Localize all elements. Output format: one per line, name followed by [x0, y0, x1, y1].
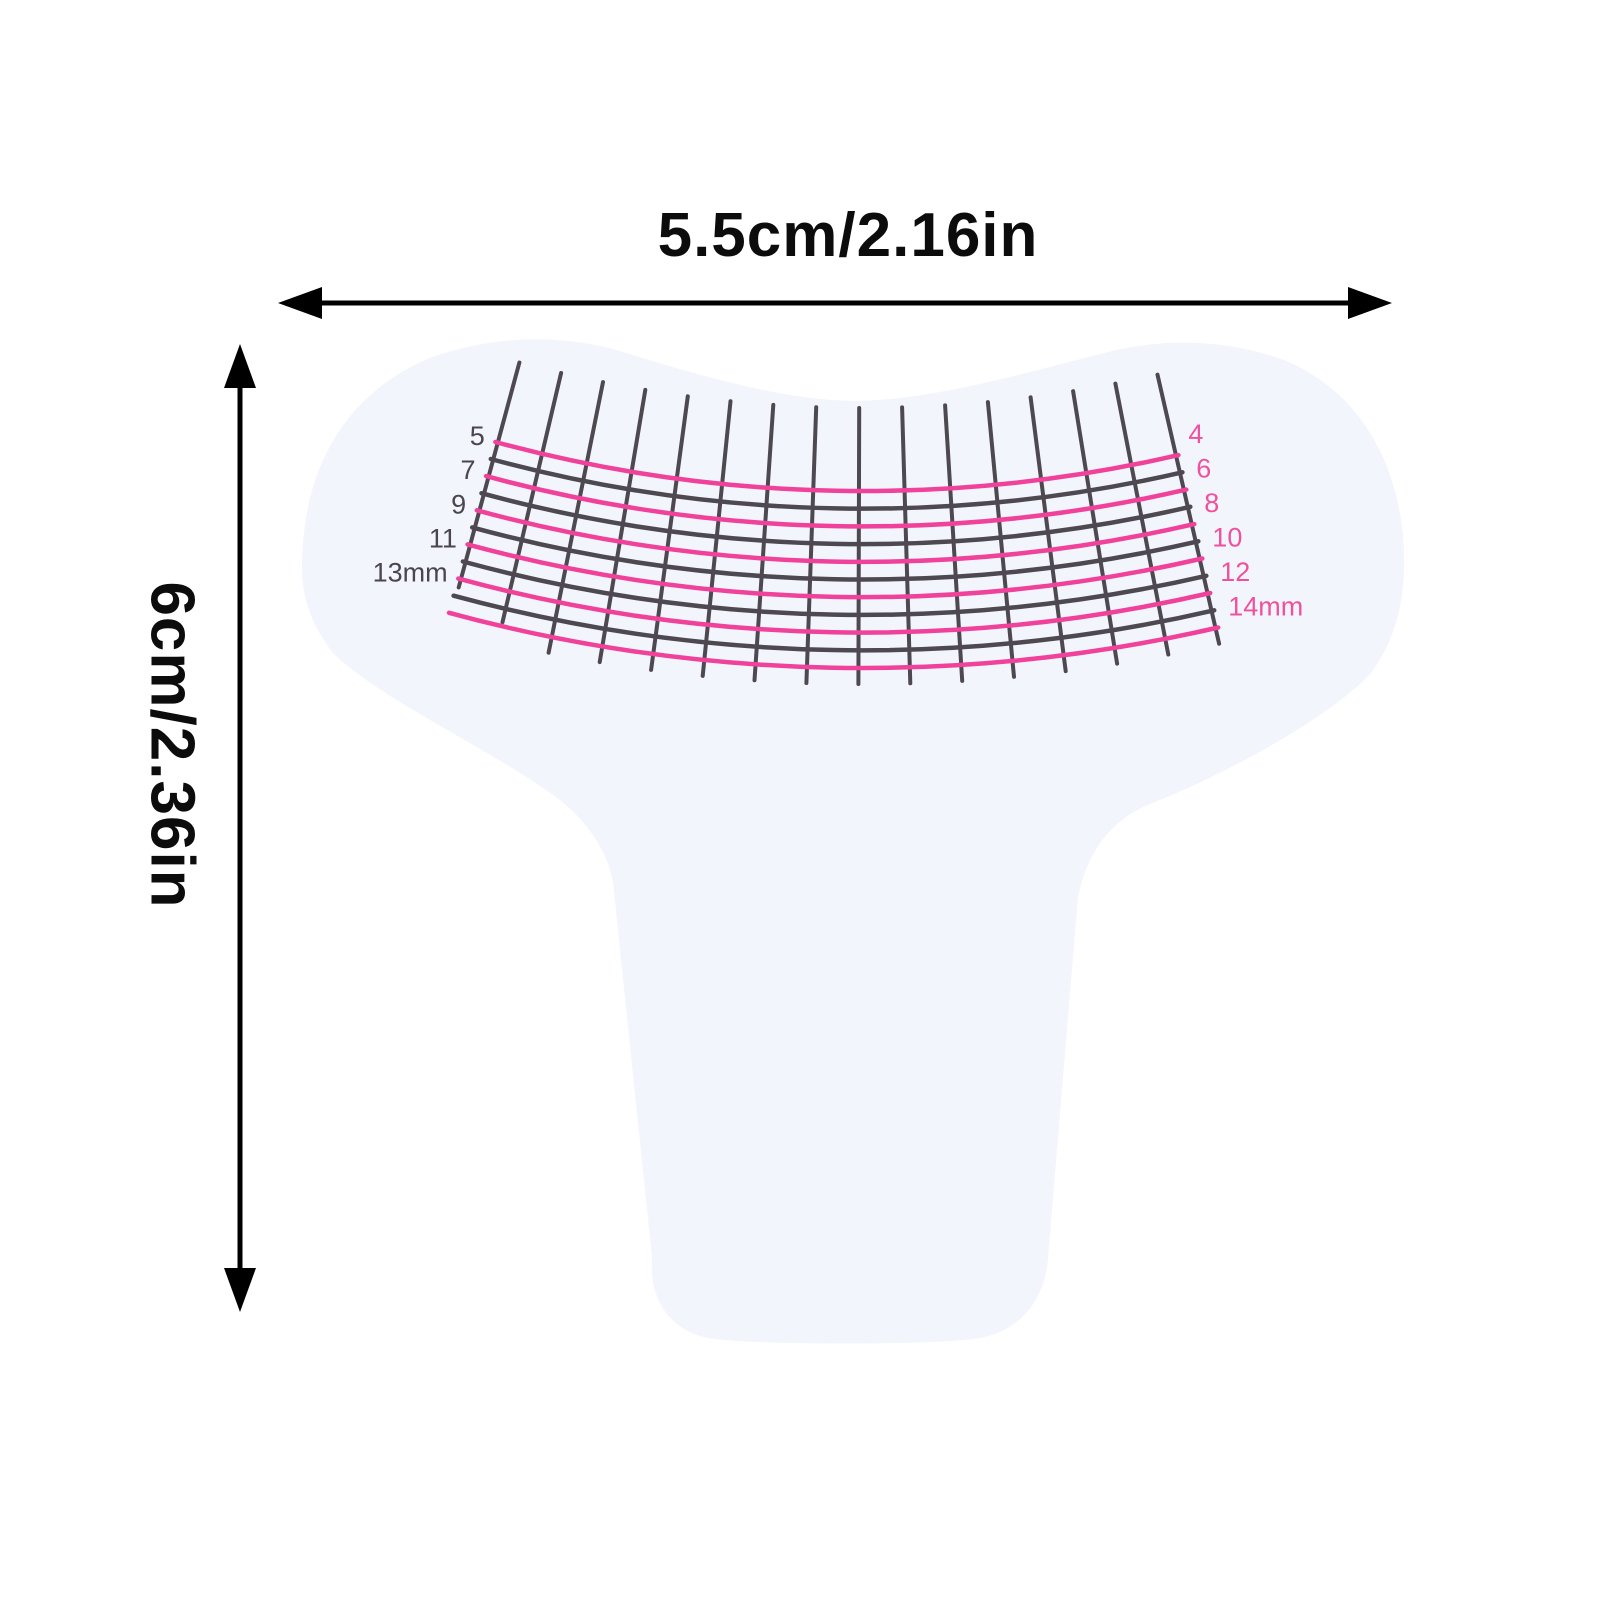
- grid-arc-8: [474, 508, 1197, 565]
- grid-arc-4: [493, 439, 1181, 494]
- grid-mm-labels: 4 5 6 7 8 9 10 11 12 13mm 14mm: [373, 419, 1304, 621]
- grid-label-7: 7: [460, 455, 475, 485]
- grid-label-4: 4: [1188, 419, 1203, 449]
- grid-label-12: 12: [1220, 557, 1250, 587]
- grid-arc-12: [456, 576, 1213, 635]
- grid-arc-lines: [446, 439, 1221, 671]
- grid-label-8: 8: [1204, 488, 1219, 518]
- grid-label-11: 11: [429, 524, 457, 554]
- grid-label-14mm: 14mm: [1228, 592, 1303, 622]
- grid-arc-10: [465, 542, 1205, 600]
- grid-radial-line: [500, 371, 564, 625]
- grid-label-9: 9: [451, 489, 466, 519]
- grid-arc-5: [488, 456, 1185, 511]
- grid-arc-13: [451, 593, 1217, 653]
- width-dimension-label: 5.5cm/2.16in: [657, 201, 1039, 270]
- grid-arc-14: [446, 610, 1221, 671]
- grid-arc-7: [479, 490, 1193, 547]
- grid-label-13mm: 13mm: [373, 558, 448, 588]
- height-dimension-arrow: [224, 344, 256, 1312]
- grid-arc-6: [483, 473, 1189, 529]
- grid-label-6: 6: [1196, 454, 1211, 484]
- grid-label-5: 5: [470, 421, 485, 451]
- grid-arc-9: [469, 525, 1201, 582]
- grid-arc-11: [460, 559, 1209, 618]
- width-dimension-arrow: [278, 287, 1392, 319]
- height-dimension-label: 6cm/2.36in: [137, 581, 207, 909]
- grid-label-10: 10: [1212, 523, 1242, 553]
